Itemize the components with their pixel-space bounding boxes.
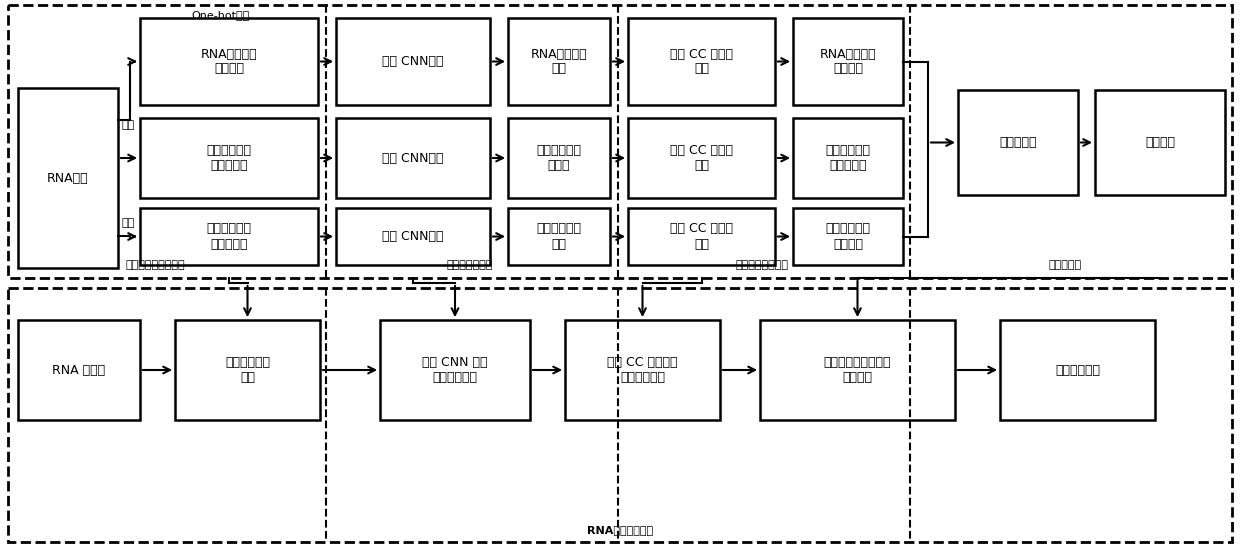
Text: 氨基酸序列初
始数据矩阵: 氨基酸序列初 始数据矩阵 [207, 144, 252, 172]
Bar [565, 320, 720, 420]
Text: RNA序列: RNA序列 [47, 172, 89, 184]
Bar [336, 18, 490, 105]
Bar [794, 208, 903, 265]
Bar [627, 18, 775, 105]
Text: RNA序列初始
数据矩阵: RNA序列初始 数据矩阵 [201, 47, 258, 76]
Text: 训练 CNN模型: 训练 CNN模型 [382, 55, 444, 68]
Text: 初始化多视角
数据: 初始化多视角 数据 [224, 356, 270, 384]
Text: 投票机制: 投票机制 [1145, 136, 1176, 149]
Bar [508, 118, 610, 198]
Text: 二肽成分初始
数据柱状图: 二肽成分初始 数据柱状图 [207, 222, 252, 251]
Text: 获取初始多视角数据: 获取初始多视角数据 [125, 260, 185, 270]
Text: RNA序列多标
签分类器: RNA序列多标 签分类器 [820, 47, 877, 76]
Text: 二肽成分深度
特征: 二肽成分深度 特征 [537, 222, 582, 251]
Text: 统计: 统计 [122, 218, 135, 228]
Bar [336, 208, 490, 265]
Text: One-hot编码: One-hot编码 [191, 10, 249, 20]
Text: 多视角深度学习: 多视角深度学习 [446, 260, 494, 270]
Bar [794, 18, 903, 105]
Text: 使用 CNN 网络
提取深度特征: 使用 CNN 网络 提取深度特征 [423, 356, 487, 384]
Text: 多标签分类器训练: 多标签分类器训练 [735, 260, 789, 270]
Bar [760, 320, 955, 420]
Text: 多视角结果: 多视角结果 [999, 136, 1037, 149]
Text: 使用 CC 模型训练
多标签分类器: 使用 CC 模型训练 多标签分类器 [608, 356, 678, 384]
Bar [19, 320, 140, 420]
Bar [1095, 90, 1225, 195]
Bar [140, 18, 317, 105]
Text: RNA 数据集: RNA 数据集 [52, 364, 105, 376]
Text: 训练 CC 分类器
模型: 训练 CC 分类器 模型 [670, 222, 733, 251]
Text: RNA序列深度
特征: RNA序列深度 特征 [531, 47, 588, 76]
Bar [508, 208, 610, 265]
Bar [140, 118, 317, 198]
Bar [627, 118, 775, 198]
Bar [19, 88, 118, 268]
Bar [7, 5, 1233, 278]
Text: 训练 CNN模型: 训练 CNN模型 [382, 151, 444, 164]
Text: 训练 CNN模型: 训练 CNN模型 [382, 230, 444, 243]
Text: 训练 CC 分类器
模型: 训练 CC 分类器 模型 [670, 144, 733, 172]
Bar [627, 208, 775, 265]
Bar [794, 118, 903, 198]
Text: 转化: 转化 [122, 120, 135, 130]
Text: RNA结合蛋白识别: RNA结合蛋白识别 [587, 525, 653, 535]
Bar [999, 320, 1154, 420]
Bar [959, 90, 1078, 195]
Text: 训练 CC 分类器
模型: 训练 CC 分类器 模型 [670, 47, 733, 76]
Text: 最终预测结果: 最终预测结果 [1055, 364, 1100, 376]
Text: 使用投票机制处理多
视角结果: 使用投票机制处理多 视角结果 [823, 356, 892, 384]
Bar [175, 320, 320, 420]
Text: 氨基酸序列多
标签分类器: 氨基酸序列多 标签分类器 [826, 144, 870, 172]
Bar [7, 288, 1233, 542]
Text: 二肽成分多标
签分类器: 二肽成分多标 签分类器 [826, 222, 870, 251]
Text: 多视角投票: 多视角投票 [1049, 260, 1081, 270]
Text: 氨基酸序列深
度特征: 氨基酸序列深 度特征 [537, 144, 582, 172]
Bar [508, 18, 610, 105]
Bar [379, 320, 529, 420]
Bar [140, 208, 317, 265]
Bar [336, 118, 490, 198]
